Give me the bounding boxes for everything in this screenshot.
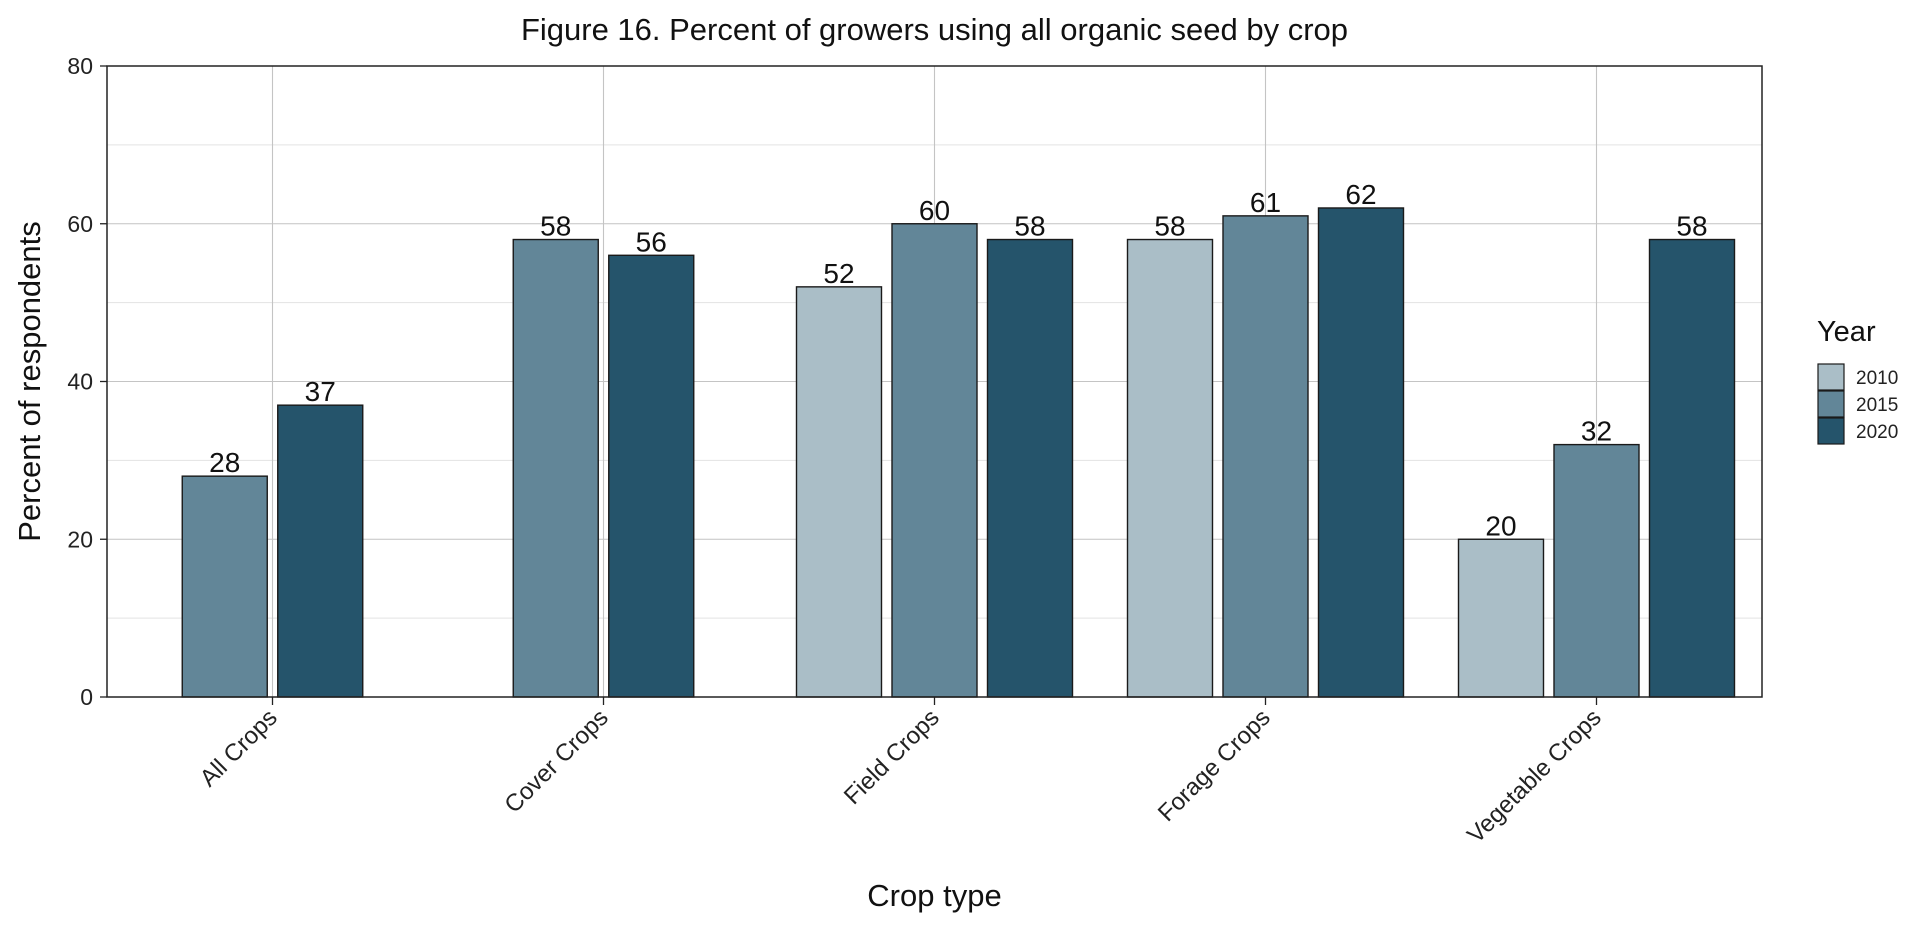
legend-swatch: [1817, 363, 1845, 391]
bar-forage-crops-2020: [1317, 207, 1405, 698]
y-axis: 0 20 40 60 80: [67, 53, 107, 710]
data-labels-layer: 28 37 58 56 52 60 58 58 61 62 20 32 58: [209, 179, 1707, 541]
bar-forage-crops-2015: [1222, 215, 1309, 698]
bar-cover-crops-2020: [608, 254, 695, 698]
legend-swatch: [1817, 390, 1845, 418]
y-tick-label: 60: [67, 211, 93, 237]
x-axis-title: Crop type: [867, 878, 1001, 913]
bar-value-label: 58: [1154, 211, 1185, 242]
bar-vegetable-crops-2010: [1457, 538, 1545, 698]
bar-value-label: 58: [540, 211, 571, 242]
bar-all-crops-2020: [277, 404, 364, 698]
y-tick-label: 20: [67, 526, 93, 552]
bar-cover-crops-2015: [512, 238, 599, 698]
legend-swatch: [1817, 417, 1845, 445]
y-tick-label: 80: [67, 53, 93, 79]
legend-label: 2020: [1856, 422, 1898, 443]
bar-value-label: 28: [209, 447, 240, 478]
y-tick-label: 0: [80, 684, 93, 710]
bar-value-label: 61: [1250, 187, 1281, 218]
bar-value-label: 52: [823, 258, 854, 289]
y-axis-title: Percent of respondents: [12, 221, 47, 542]
bar-value-label: 37: [305, 376, 336, 407]
legend-title: Year: [1817, 316, 1876, 348]
bar-value-label: 60: [919, 195, 950, 226]
bar-field-crops-2010: [795, 286, 883, 698]
bar-value-label: 58: [1014, 211, 1045, 242]
bar-value-label: 56: [636, 226, 667, 257]
y-tick-label: 40: [67, 369, 93, 395]
bar-vegetable-crops-2015: [1553, 443, 1640, 698]
legend: Year 2010 2015 2020: [1817, 316, 1898, 445]
legend-label: 2010: [1856, 368, 1898, 389]
bar-field-crops-2015: [891, 223, 978, 698]
bar-vegetable-crops-2020: [1648, 238, 1736, 698]
bar-field-crops-2020: [986, 238, 1074, 698]
legend-label: 2015: [1856, 395, 1898, 416]
chart-title: Figure 16. Percent of growers using all …: [521, 12, 1348, 47]
bars-layer: [181, 207, 1736, 698]
bar-value-label: 20: [1485, 510, 1516, 541]
bar-value-label: 32: [1581, 416, 1612, 447]
bar-forage-crops-2010: [1126, 238, 1214, 698]
bar-value-label: 62: [1345, 179, 1376, 210]
bar-value-label: 58: [1676, 211, 1707, 242]
bar-all-crops-2015: [181, 475, 268, 698]
